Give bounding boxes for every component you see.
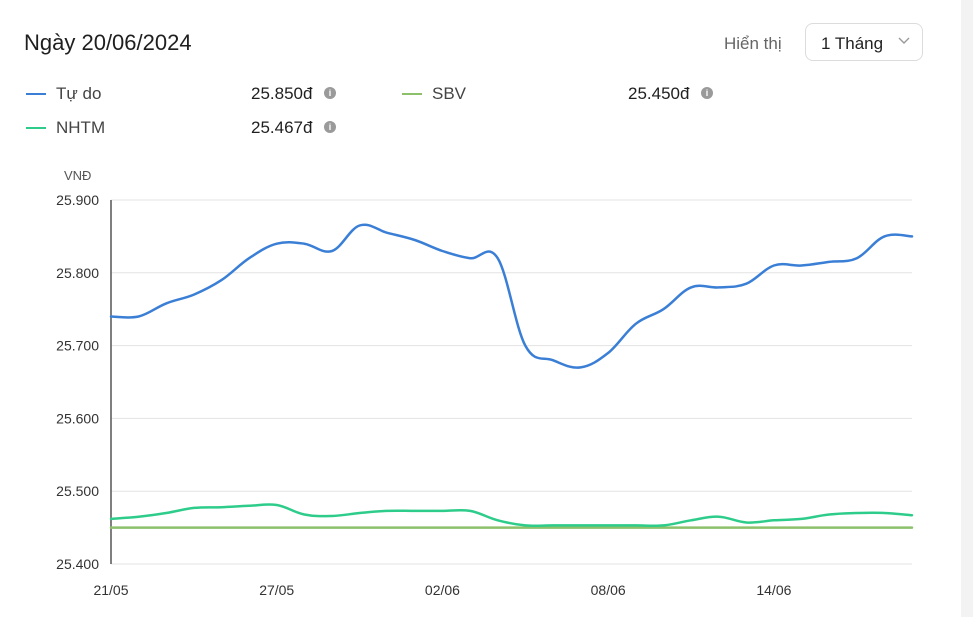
series-lines — [109, 223, 914, 529]
legend-swatch — [26, 93, 46, 95]
y-tick-label: 25.500 — [56, 483, 99, 499]
y-tick-label: 25.700 — [56, 338, 99, 354]
x-tick-label: 21/05 — [93, 582, 128, 598]
y-tick-label: 25.900 — [56, 192, 99, 208]
x-tick-label: 27/05 — [259, 582, 294, 598]
legend-value: 25.450đ — [628, 84, 690, 103]
y-tick-label: 25.400 — [56, 556, 99, 572]
legend-label: Tự do — [56, 84, 102, 103]
x-tick-label: 08/06 — [591, 582, 626, 598]
period-select[interactable]: 1 Tháng — [805, 23, 923, 61]
info-icon[interactable]: i — [324, 87, 336, 99]
legend-label: NHTM — [56, 118, 106, 137]
page-title: Ngày 20/06/2024 — [24, 30, 192, 55]
series-line-tự-do — [109, 223, 914, 369]
legend-swatch — [402, 93, 422, 95]
x-axis-ticks: 21/05 27/05 02/06 08/06 14/06 — [93, 582, 791, 598]
chevron-down-icon — [898, 37, 910, 44]
legend-value: 25.467đ — [251, 118, 313, 137]
y-axis-unit: VNĐ — [64, 168, 91, 183]
x-tick-label: 02/06 — [425, 582, 460, 598]
legend-item-tu-do: Tự do 25.850đ i — [26, 84, 346, 104]
legend-item-nhtm: NHTM 25.467đ i — [26, 118, 346, 138]
period-select-value: 1 Tháng — [821, 34, 884, 53]
y-axis-ticks: 25.900 25.800 25.700 25.600 25.500 25.400 — [56, 192, 99, 572]
grid-lines — [111, 199, 912, 565]
legend-label: SBV — [432, 84, 467, 103]
page-edge — [961, 0, 973, 617]
legend-item-sbv: SBV 25.450đ i — [402, 84, 722, 104]
legend-swatch — [26, 127, 46, 129]
y-tick-label: 25.800 — [56, 265, 99, 281]
legend-value: 25.850đ — [251, 84, 313, 103]
display-label: Hiển thị — [724, 34, 782, 53]
series-line-nhtm — [109, 503, 914, 528]
info-icon[interactable]: i — [324, 121, 336, 133]
info-icon[interactable]: i — [701, 87, 713, 99]
x-tick-label: 14/06 — [756, 582, 791, 598]
y-tick-label: 25.600 — [56, 410, 99, 426]
